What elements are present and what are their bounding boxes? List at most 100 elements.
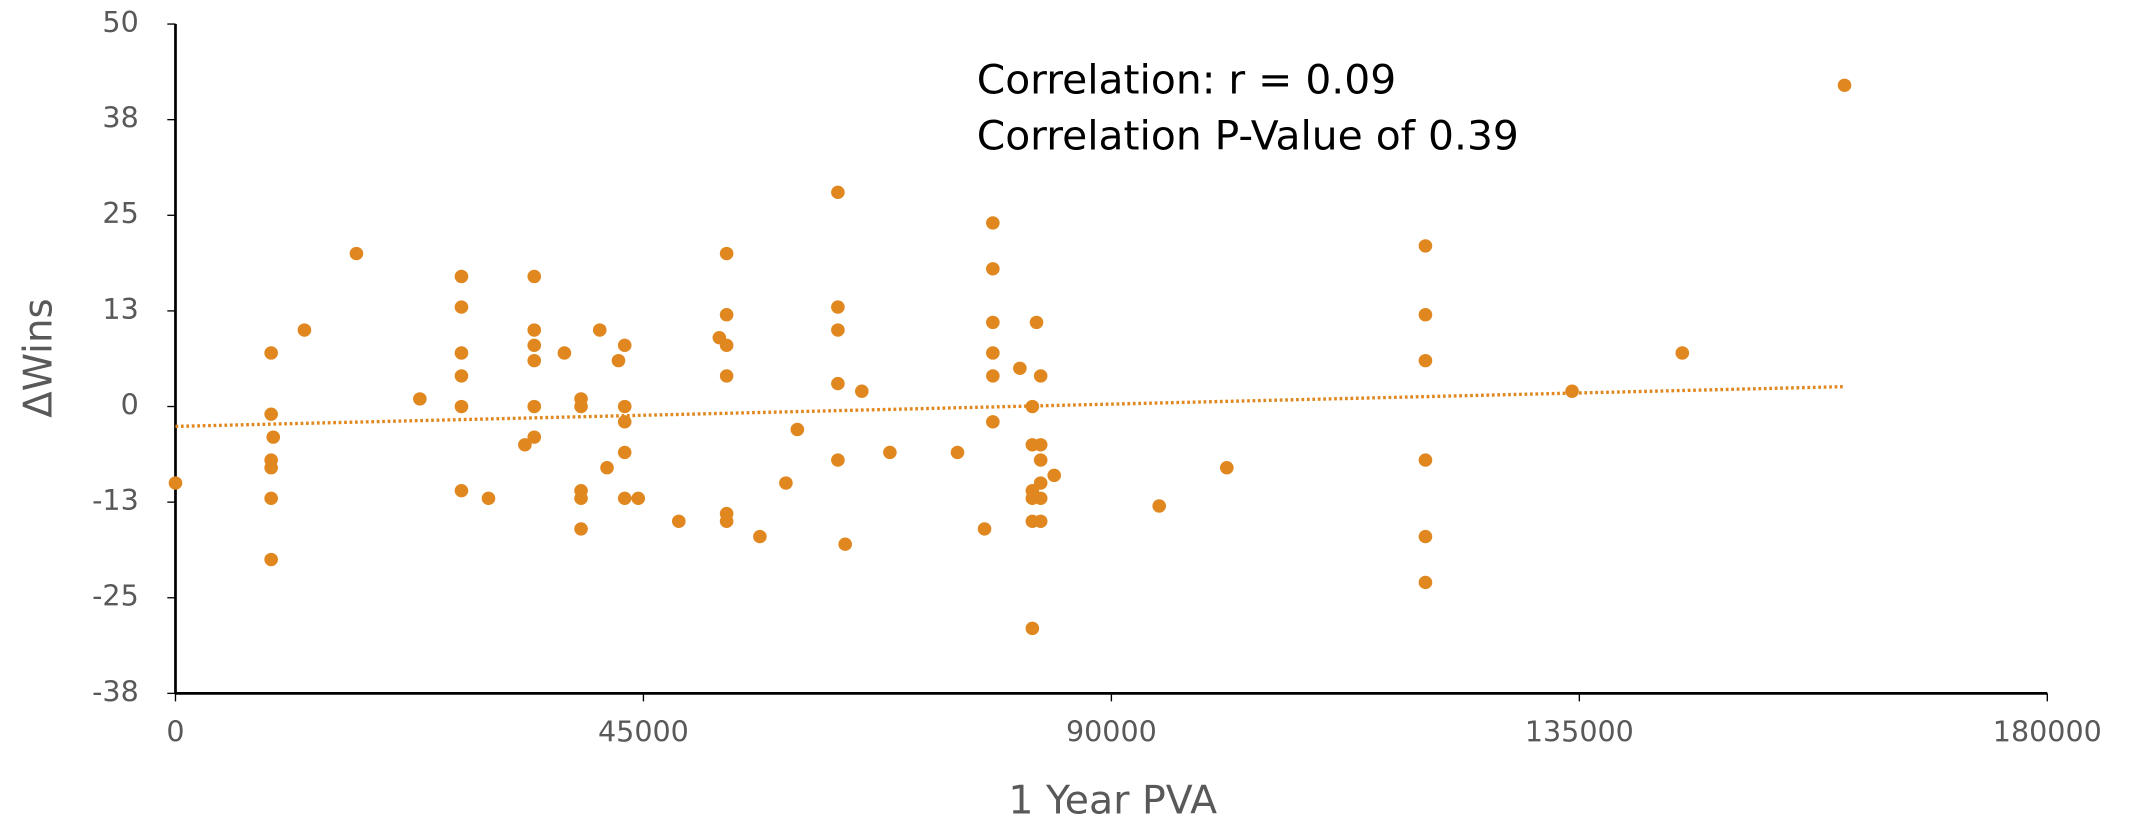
- point: [1418, 575, 1433, 590]
- point: [986, 315, 1000, 330]
- point: [574, 491, 588, 505]
- point: [454, 369, 469, 383]
- point: [1220, 461, 1234, 475]
- x-tick-label: 0: [166, 716, 184, 749]
- y-tick-label: -38: [92, 676, 139, 709]
- point: [831, 185, 845, 200]
- point: [831, 300, 845, 314]
- point: [986, 216, 1000, 230]
- annotation: Correlation: r = 0.09: [977, 56, 1396, 104]
- point: [264, 407, 278, 421]
- point: [1565, 384, 1579, 398]
- y-tick-label: 0: [121, 389, 139, 422]
- point: [349, 246, 364, 261]
- point: [790, 422, 805, 437]
- point: [1029, 315, 1044, 330]
- point: [986, 369, 1000, 383]
- point: [831, 453, 845, 467]
- point: [264, 491, 278, 505]
- point: [1418, 353, 1433, 368]
- point: [753, 529, 767, 544]
- annotation: Correlation P-Value of 0.39: [977, 112, 1519, 160]
- x-tick-label: 180000: [1993, 716, 2102, 749]
- point: [1033, 438, 1048, 452]
- point: [617, 491, 632, 505]
- x-tick-label: 135000: [1525, 716, 1634, 749]
- point: [631, 491, 646, 505]
- point: [527, 269, 542, 284]
- x-tick-label: 45000: [598, 716, 689, 749]
- y-tick-label: 13: [102, 293, 138, 326]
- point: [574, 399, 588, 414]
- y-axis-title: ΔWins: [16, 298, 61, 417]
- x-axis-title: 1 Year PVA: [1008, 779, 1217, 824]
- point: [831, 323, 845, 337]
- point: [1418, 239, 1433, 253]
- point: [977, 522, 992, 536]
- point: [600, 461, 614, 475]
- point: [574, 522, 588, 536]
- point: [1675, 346, 1690, 360]
- point: [719, 308, 734, 322]
- point: [1047, 468, 1061, 483]
- point: [855, 384, 869, 398]
- point: [454, 300, 469, 314]
- point: [297, 323, 312, 337]
- y-tick-label: 38: [102, 102, 138, 135]
- point: [527, 323, 542, 337]
- point: [1033, 514, 1048, 528]
- point: [617, 445, 632, 460]
- point: [264, 552, 278, 567]
- y-tick-label: 25: [102, 197, 138, 230]
- point: [950, 445, 965, 460]
- point: [413, 392, 427, 406]
- point: [481, 491, 496, 505]
- point: [518, 438, 532, 452]
- point: [671, 514, 686, 528]
- point: [527, 353, 542, 368]
- point: [454, 483, 469, 498]
- point: [1418, 308, 1433, 322]
- point: [831, 376, 845, 391]
- point: [1033, 453, 1048, 467]
- point: [719, 338, 734, 353]
- point: [617, 399, 632, 414]
- point: [1837, 78, 1852, 92]
- point: [1033, 369, 1048, 383]
- point: [719, 246, 734, 261]
- point: [1013, 361, 1027, 375]
- point: [168, 476, 183, 490]
- point: [1025, 399, 1040, 414]
- point: [1025, 621, 1040, 636]
- point: [986, 415, 1000, 429]
- point: [454, 399, 469, 414]
- point: [779, 476, 793, 490]
- point: [611, 353, 626, 368]
- point: [617, 338, 632, 353]
- point: [454, 346, 469, 360]
- y-tick-label: -13: [92, 484, 139, 517]
- point: [266, 430, 281, 444]
- y-tick-label: -25: [92, 580, 139, 613]
- x-tick-label: 90000: [1066, 716, 1157, 749]
- point: [1418, 529, 1433, 544]
- point: [527, 338, 542, 353]
- point: [264, 461, 278, 475]
- point: [1152, 499, 1167, 513]
- point: [557, 346, 572, 360]
- point: [527, 399, 542, 414]
- point: [986, 346, 1000, 360]
- point: [592, 323, 607, 337]
- point: [838, 537, 852, 551]
- point: [986, 262, 1000, 276]
- point: [617, 415, 632, 429]
- point: [883, 445, 897, 460]
- point: [1418, 453, 1433, 467]
- y-tick-label: 50: [102, 6, 138, 39]
- point: [1033, 491, 1048, 505]
- point: [527, 430, 542, 444]
- point: [719, 369, 734, 383]
- trendline: [175, 384, 1845, 429]
- point: [719, 514, 734, 528]
